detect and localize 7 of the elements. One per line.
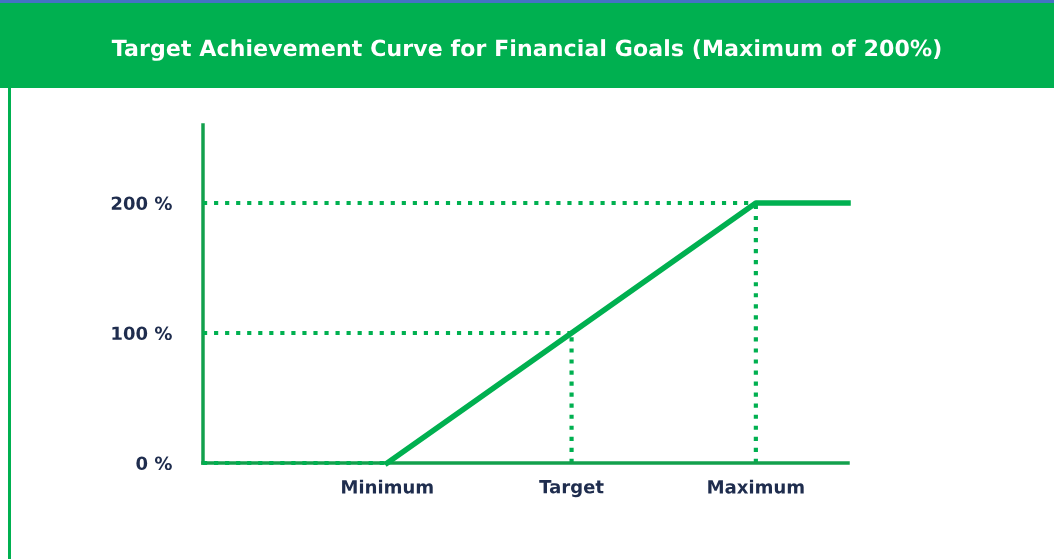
x-tick-label: Target: [539, 480, 604, 498]
x-tick-label: Maximum: [708, 479, 804, 494]
chart-title: Target Achievement Curve for Financial Goals (Maximum of 200%): [111, 39, 941, 61]
x-tick-label: Minimum: [342, 479, 433, 494]
y-tick-label: 0 %: [136, 456, 172, 471]
y-tick-label: 100 %: [112, 326, 172, 341]
y-tick-label: 200 %: [111, 196, 172, 211]
